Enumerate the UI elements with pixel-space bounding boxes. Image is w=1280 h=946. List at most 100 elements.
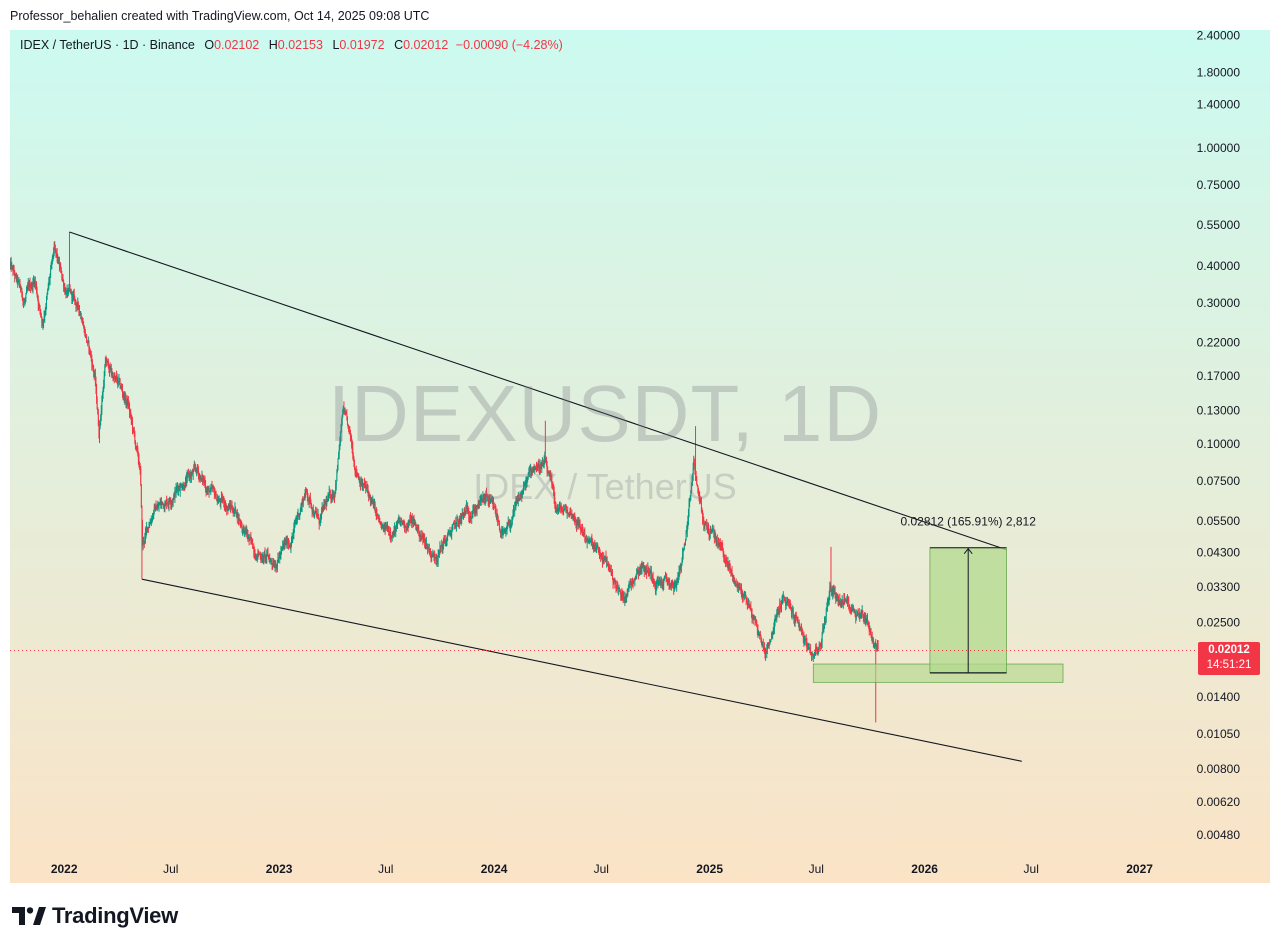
candle-body — [828, 599, 830, 601]
candle-body — [842, 602, 844, 604]
candle-body — [302, 499, 304, 504]
candle-body — [804, 639, 805, 642]
price-tick-label: 0.10000 — [1197, 437, 1241, 451]
candle-body — [616, 586, 618, 588]
candle-body — [576, 523, 578, 527]
candle-body — [196, 468, 198, 470]
candle-body — [873, 643, 875, 646]
candle-body — [48, 280, 50, 286]
candle-body — [190, 475, 192, 477]
candle-body — [261, 558, 262, 562]
candle-body — [816, 647, 818, 651]
candle-body — [730, 569, 732, 572]
candle-body — [597, 545, 599, 548]
candle-body — [329, 491, 331, 495]
legend-low-label: L — [332, 38, 340, 52]
candle-body — [238, 518, 240, 520]
candle-body — [512, 514, 514, 520]
candle-body — [629, 583, 631, 587]
candle-body — [464, 512, 466, 516]
candle-body — [650, 570, 652, 575]
candle-body — [742, 594, 744, 597]
candle-body — [859, 614, 861, 617]
candle-body — [349, 429, 351, 431]
candle-body — [66, 289, 68, 293]
candle-body — [564, 505, 566, 507]
candle-body — [341, 424, 343, 428]
candle-body — [373, 505, 375, 507]
candle-body — [751, 610, 752, 614]
candle-body — [102, 388, 104, 397]
candle-body — [263, 553, 265, 556]
candle-body — [211, 486, 213, 489]
candle-body — [23, 302, 25, 304]
candle-body — [527, 472, 529, 477]
candle-body — [258, 553, 260, 555]
candle-body — [614, 579, 616, 584]
candle-body — [659, 580, 661, 582]
candle-body — [454, 522, 456, 526]
candle-body — [501, 530, 503, 535]
candle-body — [63, 280, 65, 287]
candle-body — [140, 484, 142, 508]
candle-body — [209, 491, 211, 493]
candle-body — [649, 571, 651, 574]
candle-body — [639, 569, 641, 572]
candle-body — [413, 520, 415, 522]
candle-body — [636, 573, 638, 577]
candle-body — [642, 564, 643, 566]
chart-area[interactable]: 0.02812 (165.91%) 2,812 2.40000 1.80000 1.… — [10, 30, 1270, 883]
candle-body — [86, 340, 88, 343]
candle-body — [532, 468, 534, 471]
candle-body — [351, 444, 353, 448]
candle-body — [424, 536, 426, 542]
candle-body — [609, 568, 611, 571]
candle-body — [277, 557, 279, 561]
price-chart[interactable]: 0.02812 (165.91%) 2,812 2.400001.800001.… — [10, 30, 1270, 883]
candle-body — [867, 616, 868, 621]
candle-body — [824, 621, 826, 623]
candle-body — [251, 539, 253, 544]
tradingview-logo[interactable]: TradingView — [12, 903, 178, 929]
candle-body — [690, 491, 692, 497]
candle-body — [109, 367, 111, 370]
measure-arrow-head — [963, 547, 973, 555]
candle-body — [21, 293, 23, 299]
candle-body — [177, 486, 179, 490]
candle-body — [120, 386, 122, 388]
candle-body — [567, 512, 569, 514]
candle-body — [153, 506, 155, 511]
candle-body — [328, 495, 330, 498]
candle-body — [362, 484, 364, 486]
candle-body — [213, 487, 215, 489]
candle-body — [65, 291, 67, 295]
candle-body — [759, 632, 761, 635]
candle-body — [619, 587, 621, 592]
candle-body — [391, 537, 393, 539]
candle-body — [497, 520, 499, 522]
candle-body — [708, 528, 709, 533]
candle-body — [30, 287, 32, 289]
candle-body — [306, 491, 308, 496]
candle-body — [262, 555, 264, 559]
candle-body — [773, 625, 775, 629]
candle-body — [598, 551, 600, 554]
candle-body — [170, 501, 172, 504]
candle-body — [757, 629, 759, 635]
candle-body — [670, 583, 672, 587]
candle-body — [772, 632, 774, 633]
candle-body — [551, 478, 553, 485]
candle-body — [122, 389, 123, 394]
candle-body — [127, 402, 129, 404]
candle-body — [10, 262, 12, 268]
candle-body — [322, 508, 324, 511]
candle-body — [591, 539, 593, 542]
candle-body — [184, 485, 186, 490]
candle-body — [402, 520, 404, 525]
candle-body — [425, 544, 427, 546]
candle-body — [114, 376, 116, 378]
candle-body — [268, 555, 269, 557]
candle-body — [169, 500, 171, 502]
candle-body — [240, 521, 242, 525]
candle-body — [496, 514, 497, 517]
